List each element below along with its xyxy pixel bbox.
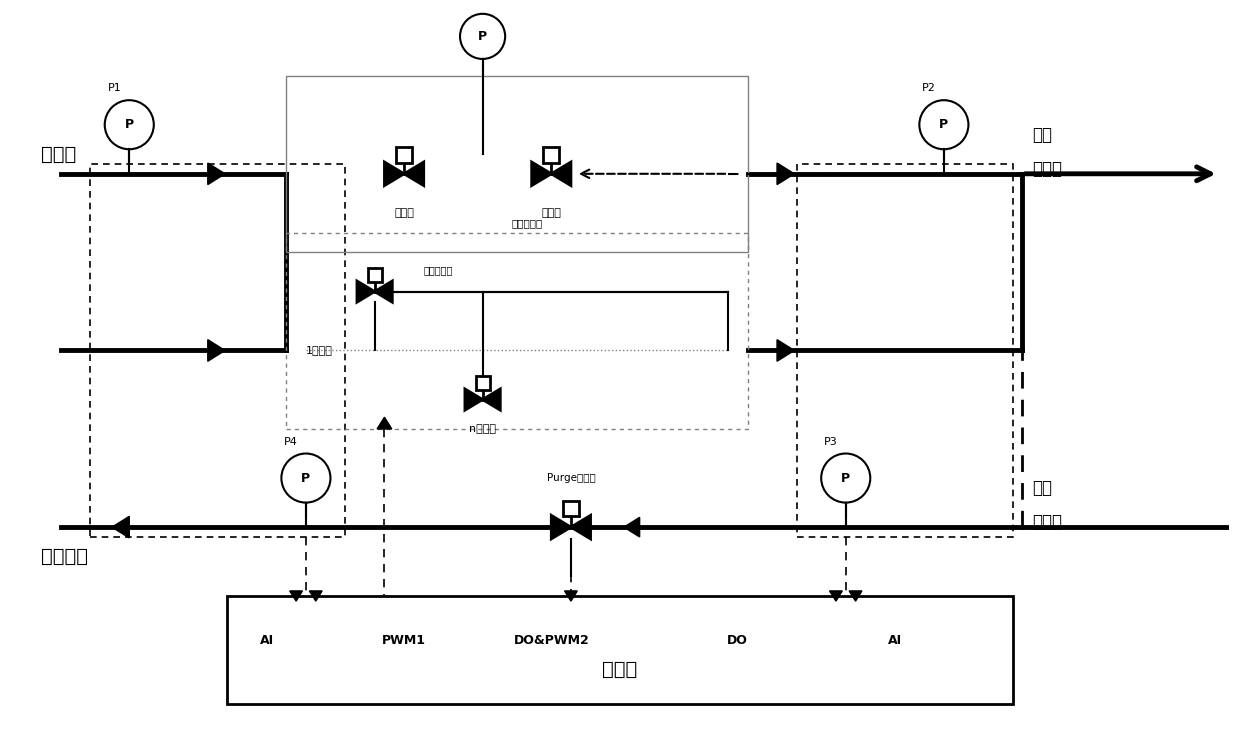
Polygon shape <box>465 389 482 410</box>
Polygon shape <box>290 591 303 602</box>
Polygon shape <box>208 163 224 184</box>
Text: 电堆: 电堆 <box>1032 478 1053 496</box>
Polygon shape <box>377 417 392 429</box>
Text: n号喷嘴: n号喷嘴 <box>469 424 496 434</box>
Text: P: P <box>940 118 949 131</box>
Polygon shape <box>624 518 640 537</box>
Polygon shape <box>570 515 590 539</box>
Text: P: P <box>125 118 134 131</box>
Bar <box>475 376 490 390</box>
Text: P2: P2 <box>923 83 936 93</box>
Text: P: P <box>301 472 310 484</box>
Bar <box>367 268 382 282</box>
Text: DO&PWM2: DO&PWM2 <box>513 634 589 646</box>
Bar <box>91 164 345 537</box>
Bar <box>543 147 559 163</box>
Polygon shape <box>357 281 374 302</box>
Text: 进气口: 进气口 <box>1032 160 1063 178</box>
Text: P1: P1 <box>108 83 122 93</box>
Text: P: P <box>841 472 851 484</box>
Polygon shape <box>309 591 322 602</box>
Polygon shape <box>208 340 224 362</box>
Bar <box>796 164 1013 537</box>
Polygon shape <box>482 389 500 410</box>
Text: PWM1: PWM1 <box>382 634 427 646</box>
Bar <box>286 76 748 252</box>
Text: P4: P4 <box>284 436 298 447</box>
Text: AI: AI <box>259 634 274 646</box>
Text: P3: P3 <box>825 436 838 447</box>
Text: 比例阀: 比例阀 <box>542 209 562 218</box>
Text: 氢气源: 氢气源 <box>41 145 76 164</box>
Bar <box>227 596 1013 703</box>
Text: 减压稳定气: 减压稳定气 <box>511 217 542 228</box>
Text: 电磁阀: 电磁阀 <box>394 209 414 218</box>
Text: 关断阀控元: 关断阀控元 <box>424 265 453 275</box>
Polygon shape <box>830 591 842 602</box>
Polygon shape <box>532 162 552 185</box>
Text: Purge电磁阀: Purge电磁阀 <box>547 473 595 483</box>
Bar <box>563 501 579 516</box>
Polygon shape <box>384 162 404 185</box>
Polygon shape <box>777 163 795 184</box>
Text: P: P <box>479 30 487 43</box>
Polygon shape <box>552 515 570 539</box>
Polygon shape <box>849 591 862 602</box>
Text: 出气口: 出气口 <box>1032 513 1063 531</box>
Polygon shape <box>564 591 578 602</box>
Polygon shape <box>552 162 570 185</box>
Text: AI: AI <box>888 634 901 646</box>
Bar <box>397 147 412 163</box>
Polygon shape <box>374 281 392 302</box>
Polygon shape <box>404 162 424 185</box>
Text: 控制器: 控制器 <box>603 660 637 679</box>
Polygon shape <box>777 340 795 362</box>
Text: 环境大气: 环境大气 <box>41 547 88 566</box>
Text: 1号喷嘴: 1号喷嘴 <box>306 346 332 355</box>
Text: DO: DO <box>728 634 748 646</box>
Text: 电堆: 电堆 <box>1032 125 1053 143</box>
Polygon shape <box>112 516 129 538</box>
